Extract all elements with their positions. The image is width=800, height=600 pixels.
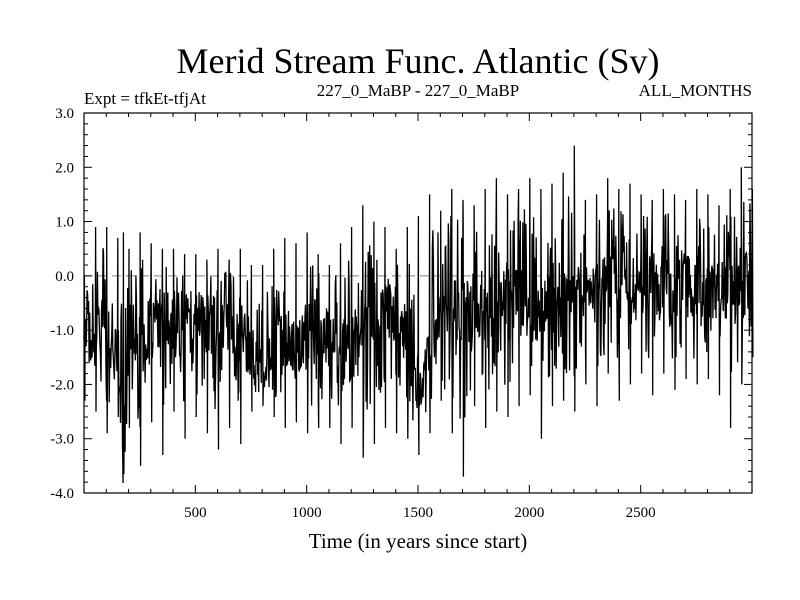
chart-title: Merid Stream Func. Atlantic (Sv) bbox=[177, 41, 660, 81]
x-tick-label: 2500 bbox=[626, 505, 656, 521]
x-tick-label: 2000 bbox=[514, 505, 544, 521]
y-tick-label: 3.0 bbox=[55, 106, 74, 122]
y-tick-label: 1.0 bbox=[55, 215, 74, 231]
months-label: ALL_MONTHS bbox=[639, 81, 752, 100]
y-tick-label: 0.0 bbox=[55, 269, 74, 285]
plot-area bbox=[83, 145, 754, 484]
series-line bbox=[83, 145, 754, 484]
x-tick-label: 1500 bbox=[403, 505, 433, 521]
y-tick-label: -1.0 bbox=[50, 323, 74, 339]
plot-frame bbox=[83, 112, 753, 494]
y-tick-label: -3.0 bbox=[50, 432, 74, 448]
axis-ticks bbox=[84, 112, 752, 494]
y-tick-label: 2.0 bbox=[55, 160, 74, 176]
x-tick-label: 500 bbox=[184, 505, 207, 521]
x-tick-label: 1000 bbox=[292, 505, 322, 521]
experiment-label: Expt = tfkEt-tfjAt bbox=[84, 89, 206, 108]
axis-tick-labels: 500 1000 1500 2000 2500 3.0 2.0 1.0 0.0 -1.0 -2.0 -… bbox=[50, 106, 655, 521]
y-tick-label: -4.0 bbox=[50, 486, 74, 502]
period-label: 227_0_MaBP - 227_0_MaBP bbox=[317, 81, 519, 100]
x-axis-label: Time (in years since start) bbox=[309, 529, 528, 553]
y-tick-label: -2.0 bbox=[50, 377, 74, 393]
